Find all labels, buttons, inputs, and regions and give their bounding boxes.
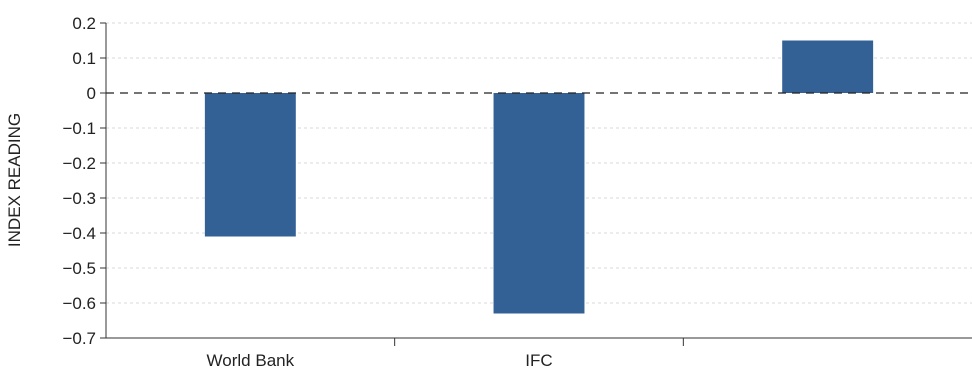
x-category-label: World Bank — [207, 351, 295, 370]
bar — [782, 40, 874, 93]
y-tick-label: −0.7 — [62, 329, 96, 348]
y-tick-label: −0.2 — [62, 154, 96, 173]
y-tick-label: 0.1 — [72, 49, 96, 68]
y-tick-label: −0.4 — [62, 224, 96, 243]
x-category-label: IFC — [525, 351, 552, 370]
y-tick-label: −0.1 — [62, 119, 96, 138]
y-axis-title: INDEX READING — [5, 113, 24, 247]
y-tick-label: 0 — [87, 84, 96, 103]
bar — [204, 93, 296, 237]
bar — [493, 93, 585, 314]
y-tick-label: −0.3 — [62, 189, 96, 208]
y-tick-label: −0.5 — [62, 259, 96, 278]
y-tick-label: −0.6 — [62, 294, 96, 313]
y-tick-label: 0.2 — [72, 14, 96, 33]
